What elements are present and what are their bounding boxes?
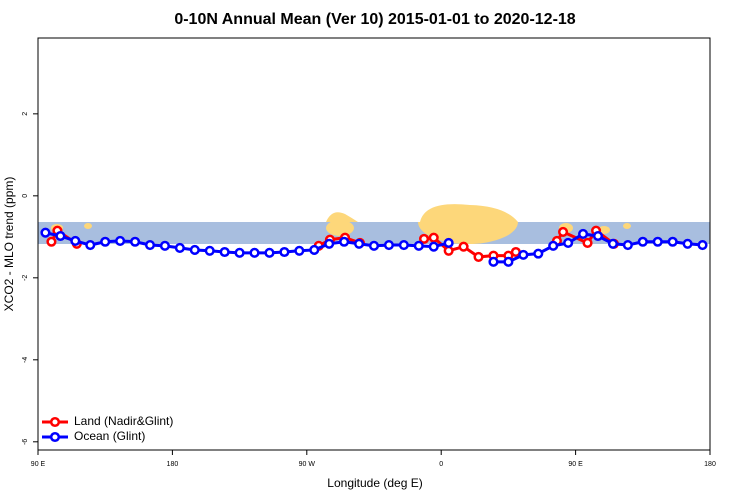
plot-frame [37,37,711,451]
data-point [354,238,365,249]
data-point [189,244,200,255]
data-point [339,236,350,247]
x-tick-label: 180 [704,461,716,468]
data-point [70,235,81,246]
data-point [279,246,290,258]
map-strip [38,204,710,244]
data-point [309,244,320,255]
data-point [592,230,604,242]
data-point [443,245,454,256]
data-point [518,249,529,260]
data-point [398,239,409,251]
data-point [503,256,514,267]
y-axis-label: XCO2 - MLO trend (ppm) [2,177,16,312]
data-point [682,238,693,249]
y-tick-label: 2 [22,112,29,116]
x-tick-label: 90 E [568,461,583,468]
data-point [652,236,663,247]
data-point [159,240,170,251]
data-point [548,240,559,251]
y-tick-label: 0 [22,194,29,198]
data-point [697,239,708,251]
data-point [458,241,469,252]
data-point [234,247,245,258]
data-point [607,238,618,249]
data-point [488,256,499,267]
x-tick-label: 90 E [31,461,46,468]
data-point [204,245,215,256]
y-tick-label: -4 [22,357,29,363]
data-point [219,246,230,258]
y-tick-label: -6 [22,439,29,445]
y-tick-label: -2 [22,275,29,281]
data-point [55,230,66,242]
data-point [100,236,111,247]
x-tick-label: 0 [439,461,443,468]
data-point [144,239,156,251]
x-tick-label: 90 W [299,461,316,468]
data-point [578,228,589,240]
data-point [428,232,439,243]
legend-marker [49,431,61,443]
data-point [40,227,51,238]
data-point [563,237,574,249]
data-point [249,247,260,258]
data-point [667,236,678,247]
data-point [443,237,454,249]
data-point [637,236,648,247]
data-point [324,238,335,249]
data-point [533,248,544,259]
data-point [558,226,569,237]
x-axis-label: Longitude (deg E) [327,476,422,490]
legend-label: Land (Nadir&Glint) [74,414,173,428]
data-point [413,240,424,251]
x-tick-label: 180 [167,461,179,468]
data-point [115,235,126,246]
data-point [46,236,57,247]
data-point [473,251,484,262]
data-point [582,237,593,249]
data-point [428,241,439,252]
data-point [294,245,305,256]
legend-marker [49,416,61,428]
legend-label: Ocean (Glint) [74,429,145,443]
data-point [85,239,96,251]
data-point [174,242,185,253]
data-point [264,247,275,258]
data-point [622,239,633,251]
data-point [418,233,430,244]
data-point [368,240,380,251]
chart-title: 0-10N Annual Mean (Ver 10) 2015-01-01 to… [174,11,575,28]
data-point [130,236,141,247]
data-point [383,239,394,251]
